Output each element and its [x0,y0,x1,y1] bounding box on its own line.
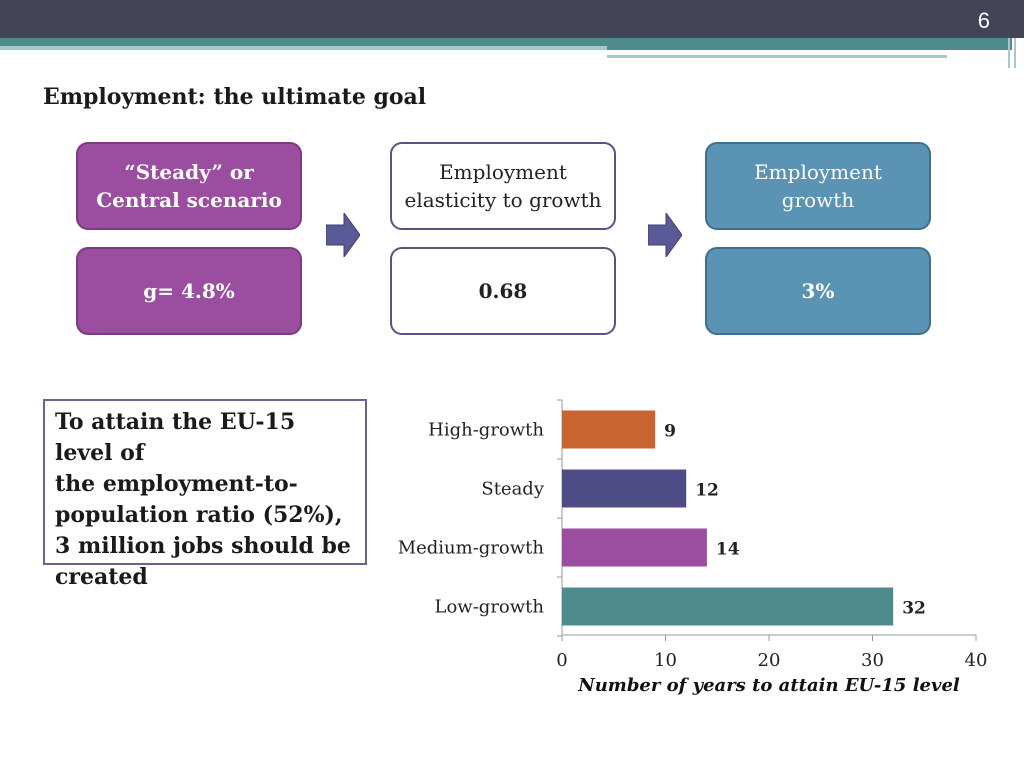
header-vertical-line [1008,38,1010,68]
employment-growth-label-line1: Employment [754,160,882,184]
callout-line: the employment-to- [55,471,298,497]
x-tick-label: 40 [965,650,988,671]
slide-number: 6 [977,8,990,33]
data-label: 32 [902,599,926,619]
bar [562,587,894,626]
callout-line: To attain the EU-15 level of [55,409,296,466]
header-accent-stripe [0,38,607,46]
category-label: Steady [481,479,544,500]
callout-line: population ratio (52%), [55,502,343,528]
growth-rate-value: g= 4.8% [143,279,235,303]
header-vertical-line [1014,38,1016,68]
header-accent-stripe-right [607,38,1012,50]
elasticity-label-line1: Employment [439,160,567,184]
growth-rate-box: g= 4.8% [76,247,302,335]
scenario-box: “Steady” or Central scenario [76,142,302,230]
slide-title: Employment: the ultimate goal [43,84,427,110]
elasticity-value: 0.68 [478,279,528,303]
x-tick-label: 10 [654,650,677,671]
header-light-stripe [0,46,607,50]
elasticity-label-line2: elasticity to growth [404,188,602,212]
callout-line: created [55,564,148,590]
category-label: High-growth [428,420,544,441]
right-arrow-icon [326,213,360,257]
data-label: 9 [664,422,676,442]
elasticity-value-box: 0.68 [390,247,616,335]
scenario-label-line1: “Steady” or [124,160,254,184]
x-tick-label: 0 [556,650,567,671]
right-arrow-icon [648,213,682,257]
elasticity-box: Employment elasticity to growth [390,142,616,230]
bar [562,528,707,567]
x-tick-label: 30 [861,650,884,671]
callout-box: To attain the EU-15 level of the employm… [43,399,367,590]
bar [562,469,687,508]
bar [562,410,656,449]
callout-line: 3 million jobs should be [55,533,351,559]
scenario-label-line2: Central scenario [96,188,282,212]
employment-growth-value-box: 3% [705,247,931,335]
employment-growth-value: 3% [801,279,835,303]
header-thin-line [607,55,947,58]
category-label: Low-growth [435,597,545,618]
header-band [0,0,1024,38]
employment-growth-box: Employment growth [705,142,931,230]
data-label: 14 [716,540,740,560]
years-bar-chart: High-growth 9 Steady 12 Medium-growth 14 Low-g… [398,399,988,696]
x-tick-label: 20 [758,650,781,671]
data-label: 12 [695,481,719,501]
employment-growth-label-line2: growth [781,188,855,212]
category-label: Medium-growth [398,538,545,559]
x-axis-title: Number of years to attain EU-15 level [577,675,960,696]
